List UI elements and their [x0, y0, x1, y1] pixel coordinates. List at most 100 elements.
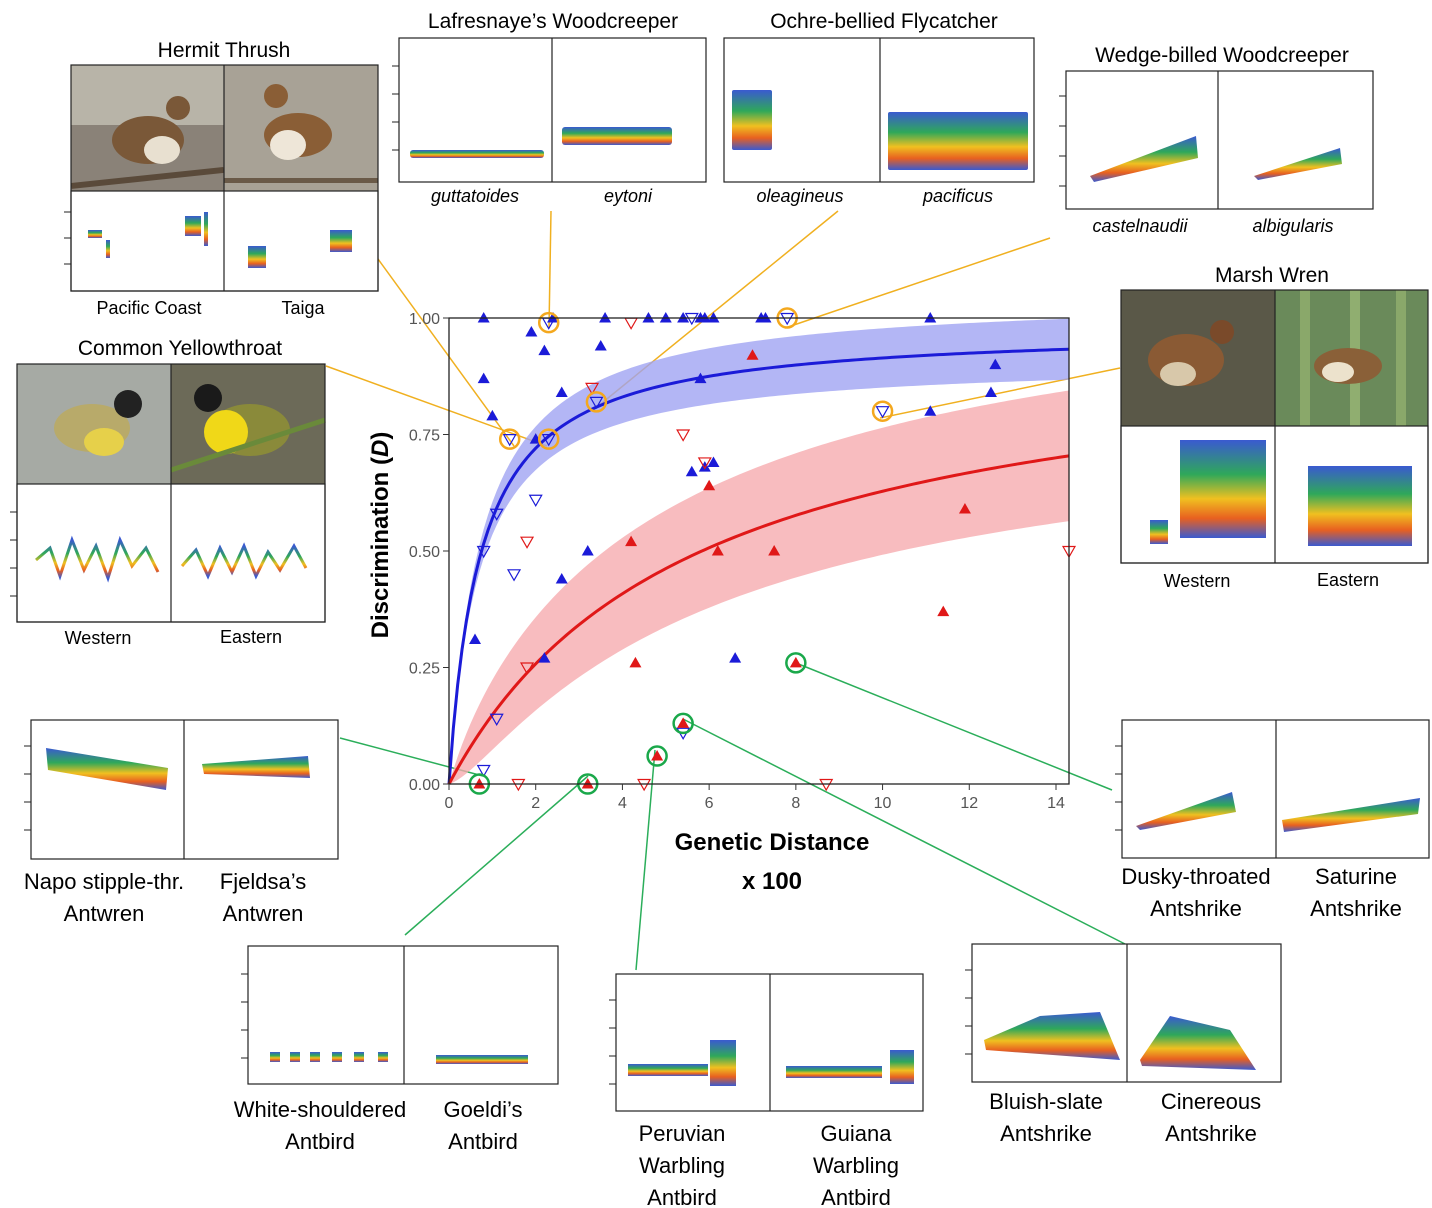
caption-right-line2: Antshrike	[1310, 896, 1402, 921]
data-point-s0-15	[707, 312, 720, 323]
data-point-s0-5	[547, 312, 560, 323]
panel-warbling-antbird: Peruvian Warbling Antbird Guiana Warblin…	[609, 973, 924, 1208]
panel-title: Marsh Wren	[1215, 264, 1329, 287]
main-plot: 0 2 4 6 8 10 12 14 0.00 0.25 0.50 0.75 1.00 Genetic…	[367, 307, 1077, 895]
data-point-s0-0	[477, 312, 490, 323]
data-point-s1-1	[507, 569, 522, 582]
data-point-s3-8	[819, 778, 834, 792]
caption-right-line3: Antbird	[821, 1185, 891, 1208]
caption-right-line1: Guiana	[821, 1121, 893, 1146]
panel-lafresnaye-woodcreeper: Lafresnaye’s Woodcreeper guttatoides eyt…	[392, 10, 707, 206]
panel-bluish-slate-antshrike: Bluish-slate Antshrike Cinereous Antshri…	[965, 943, 1282, 1146]
x-tick-label-5: 10	[874, 795, 892, 812]
y-tick-label-4: 1.00	[409, 311, 440, 328]
panel-title: Wedge-billed Woodcreeper	[1095, 44, 1349, 67]
axis-ticks	[965, 969, 972, 1055]
y-axis-label: Discrimination (D)	[367, 432, 394, 639]
caption-right-line2: Warbling	[813, 1153, 899, 1178]
data-point-s0-10	[659, 312, 672, 323]
highlight-circle-10	[785, 652, 807, 674]
data-point-s3-6	[511, 778, 526, 792]
caption-left-line1: Peruvian	[639, 1121, 726, 1146]
axis-ticks	[1115, 745, 1122, 831]
data-point-s0-23	[685, 465, 698, 477]
caption-right-line1: Cinereous	[1161, 1089, 1261, 1114]
fit-band-0	[449, 318, 1069, 784]
x-tick-label-7: 14	[1047, 795, 1065, 812]
data-point-s2-0	[746, 349, 759, 360]
data-point-s0-27	[555, 572, 568, 584]
highlight-circle-2	[537, 311, 560, 334]
connector-wedge	[784, 237, 1051, 329]
data-point-s1-3	[528, 494, 543, 507]
y-axis-label-main: Discrimination (	[367, 457, 394, 638]
data-point-s0-29	[469, 633, 482, 645]
data-point-s0-7	[594, 339, 607, 351]
caption-left: Western	[65, 628, 132, 648]
y-tick-label-0: 0.00	[409, 777, 440, 794]
panel-dusky-throated-antshrike: Dusky-throated Antshrike Saturine Antshr…	[1115, 719, 1430, 921]
panel-wedge-billed-woodcreeper: Wedge-billed Woodcreeper castelnaudii al…	[1059, 44, 1374, 236]
data-point-s0-30	[729, 652, 742, 663]
caption-right: eytoni	[604, 186, 653, 206]
panel-stipplethroat-antwren: Napo stipple-thr. Antwren Fjeldsa’s Antw…	[24, 719, 339, 926]
panel-title: Lafresnaye’s Woodcreeper	[428, 10, 678, 33]
connector-lafresnaye	[548, 210, 552, 329]
caption-left-line2: Antshrike	[1000, 1121, 1092, 1146]
caption-left: castelnaudii	[1092, 216, 1188, 236]
panel-title: Common Yellowthroat	[78, 337, 282, 360]
y-axis-label-end: )	[367, 432, 394, 440]
fit-lines	[447, 347, 1070, 785]
panel-title: Ochre-bellied Flycatcher	[770, 10, 998, 33]
spectrogram-marks	[1150, 440, 1412, 546]
connector-warbling	[635, 749, 656, 971]
caption-left: guttatoides	[431, 186, 519, 206]
fit-line-1	[447, 454, 1070, 785]
data-point-s1-8	[541, 434, 556, 447]
data-point-s1-4	[489, 713, 504, 726]
connector-white	[404, 775, 589, 936]
axis-ticks	[64, 211, 71, 265]
connector-yellowthroat	[325, 365, 548, 447]
data-point-s0-13	[694, 372, 707, 384]
spectrogram-marks	[410, 127, 672, 158]
data-point-s1-5	[476, 764, 491, 778]
caption-left-line2: Antwren	[64, 901, 145, 926]
y-axis-ticks: 0.00 0.25 0.50 0.75 1.00	[409, 311, 449, 794]
data-point-s0-17	[759, 312, 772, 323]
y-tick-label-2: 0.50	[409, 544, 440, 561]
caption-right-line1: Goeldi’s	[443, 1097, 522, 1122]
data-point-s0-19	[924, 405, 937, 416]
data-point-s2-5	[629, 656, 642, 668]
y-tick-label-3: 0.75	[409, 428, 440, 445]
highlight-circle-0	[498, 428, 521, 450]
highlight-circle-9	[672, 712, 694, 735]
data-point-s1-10	[589, 396, 604, 410]
data-point-s0-3	[525, 325, 538, 337]
caption-left: oleagineus	[756, 186, 843, 206]
x-axis-label-line2: x 100	[742, 868, 802, 895]
caption-right: Eastern	[1317, 570, 1379, 590]
panel-common-yellowthroat: Common Yellowthroat Western Eastern	[10, 337, 326, 648]
connector-lines	[325, 210, 1126, 971]
spectrogram-marks	[628, 1040, 914, 1086]
axis-ticks	[24, 745, 31, 831]
highlight-circle-3	[585, 391, 608, 413]
axis-ticks	[10, 511, 17, 597]
data-point-s3-7	[637, 778, 652, 792]
y-tick-label-1: 0.25	[409, 661, 440, 678]
spectrogram-marks	[1090, 136, 1342, 182]
data-point-s1-11	[684, 312, 699, 326]
spectrogram-marks	[270, 1052, 528, 1064]
data-point-s2-9	[581, 778, 594, 789]
x-tick-label-0: 0	[445, 795, 454, 812]
caption-left-line2: Antbird	[285, 1129, 355, 1154]
caption-right: Taiga	[281, 298, 325, 318]
x-tick-label-4: 8	[791, 795, 800, 812]
data-point-s0-21	[989, 358, 1002, 370]
spectrogram-marks	[88, 212, 352, 268]
data-point-s0-4	[538, 344, 551, 356]
caption-left-line1: White-shouldered	[234, 1097, 406, 1122]
data-point-s0-20	[984, 386, 997, 398]
data-point-s0-26	[581, 545, 594, 556]
